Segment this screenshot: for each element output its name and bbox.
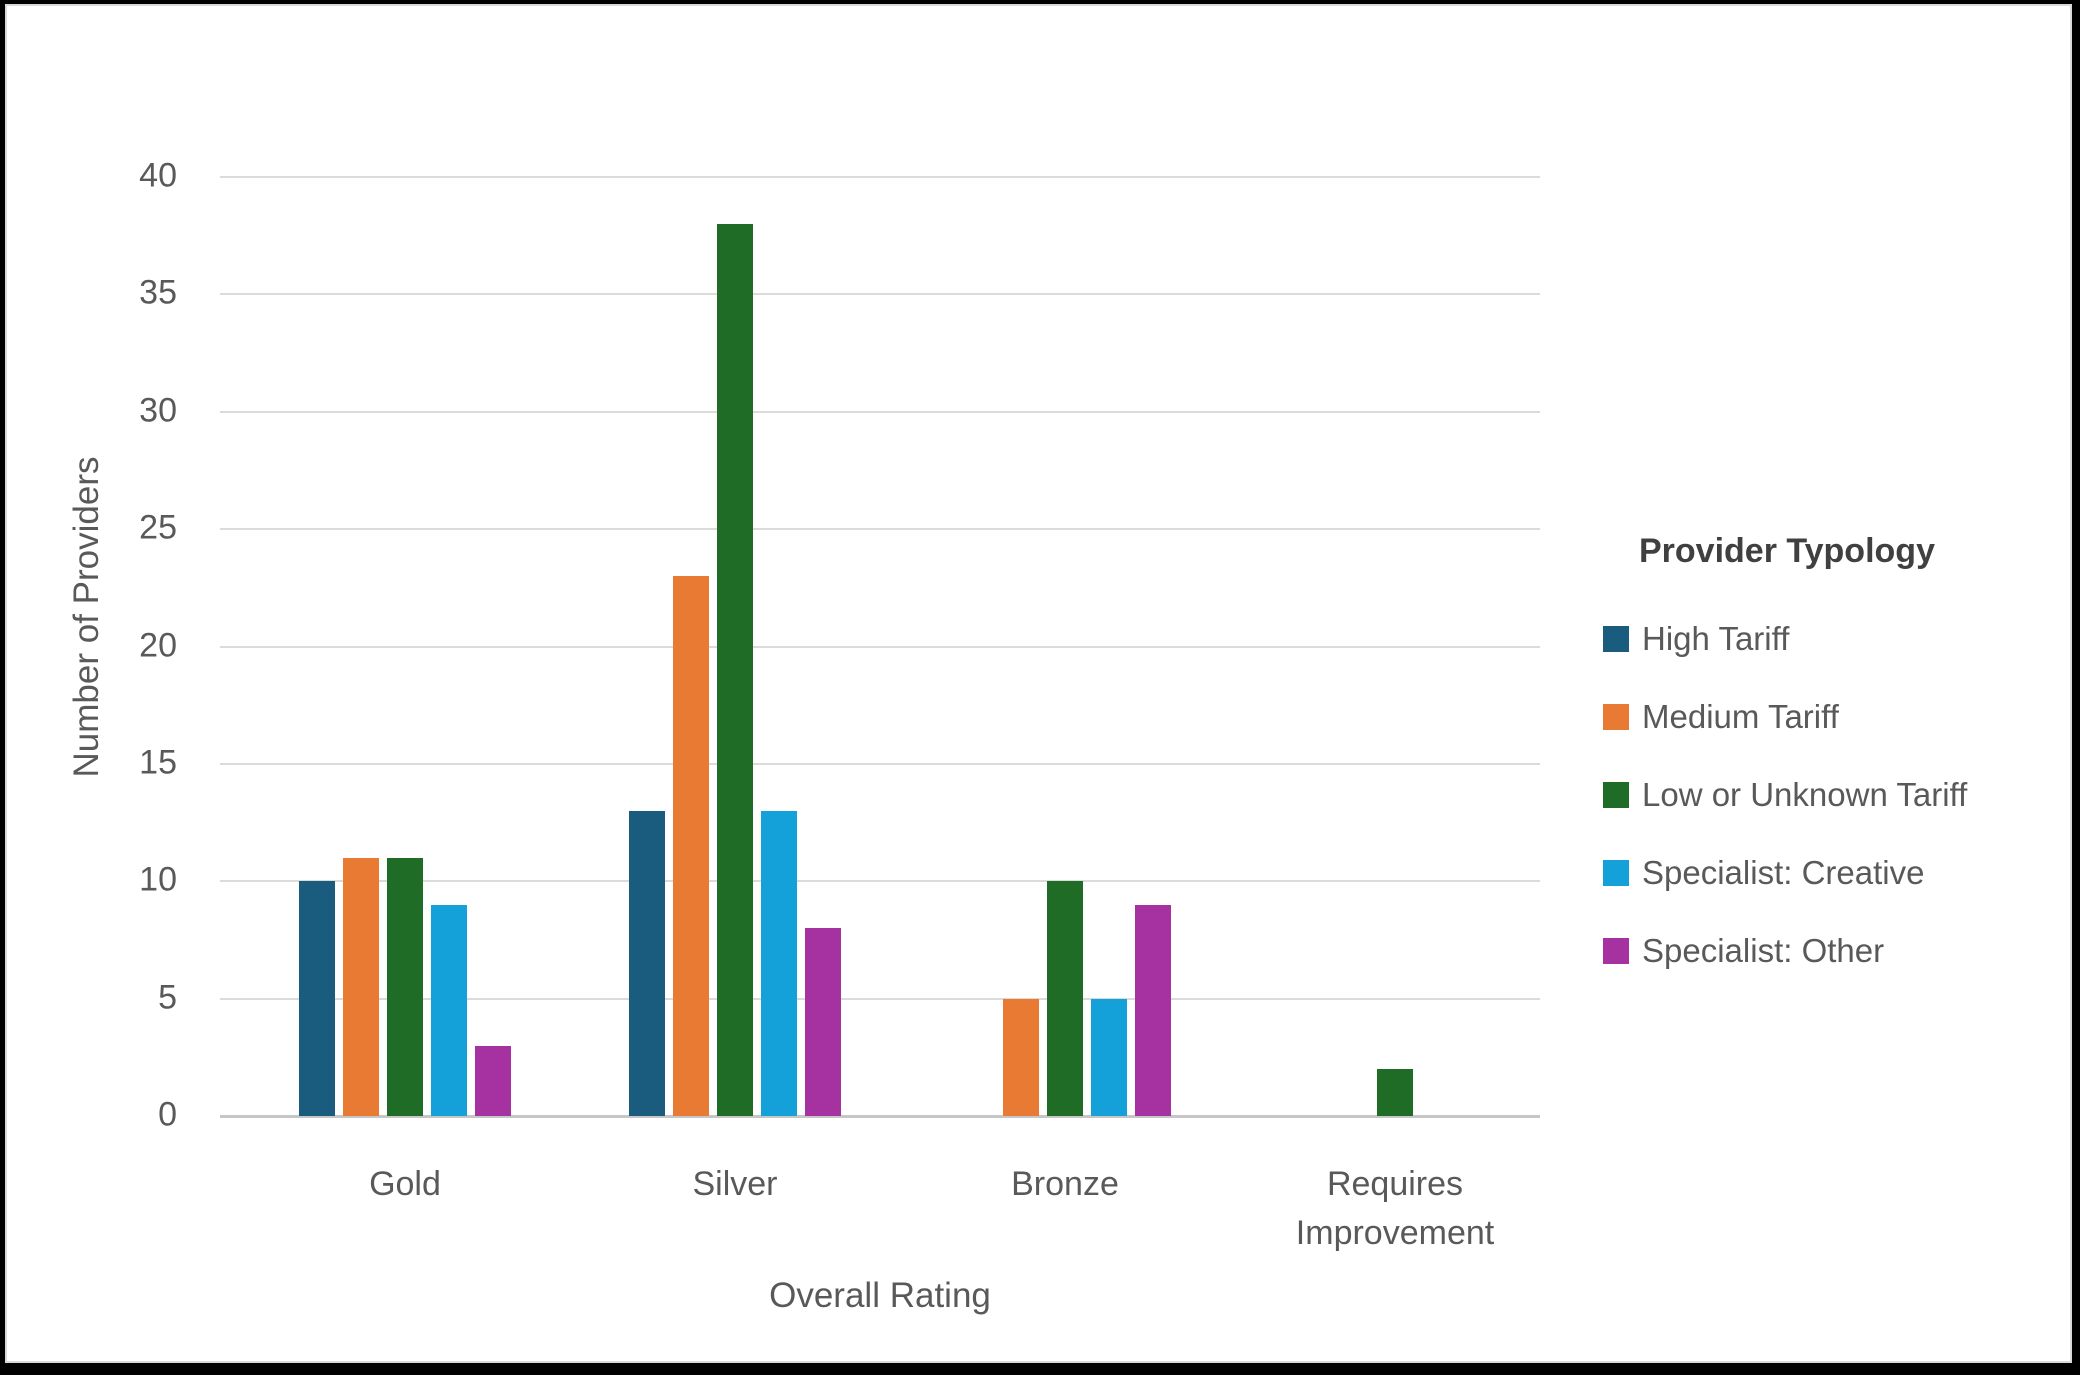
legend-label: Low or Unknown Tariff: [1642, 776, 1968, 813]
legend: Provider Typology High Tariff Medium Tari…: [1603, 532, 2063, 972]
gridline: [220, 293, 1540, 296]
legend-label: Medium Tariff: [1642, 698, 1839, 735]
bar-gold-specialist-creative: [431, 904, 467, 1116]
category-label: Gold: [369, 1165, 441, 1203]
bar-silver-high-tariff: [629, 810, 665, 1116]
bar-silver-medium-tariff: [673, 576, 709, 1116]
legend-item-specialist-creative: Specialist: Creative: [1603, 854, 1924, 892]
bar-silver-low-or-unknown-tariff: [717, 223, 753, 1116]
category-label: Bronze: [1011, 1165, 1119, 1203]
legend-swatch-icon: [1603, 704, 1629, 730]
y-tick-label: 10: [139, 860, 177, 899]
y-tick-label: 15: [139, 743, 177, 782]
gridline: [220, 762, 1540, 765]
gridline: [220, 528, 1540, 531]
legend-item-medium-tariff: Medium Tariff: [1603, 698, 1839, 736]
category-label: Silver: [692, 1165, 778, 1203]
y-axis-title: Number of Providers: [67, 456, 106, 777]
bar-gold-specialist-other: [475, 1045, 511, 1116]
legend-item-high-tariff: High Tariff: [1603, 620, 1789, 658]
bar-gold-high-tariff: [299, 881, 335, 1116]
legend-label: High Tariff: [1642, 620, 1790, 657]
bar-bronze-medium-tariff: [1003, 998, 1039, 1116]
x-axis-title: Overall Rating: [769, 1276, 991, 1315]
legend-swatch-icon: [1603, 782, 1629, 808]
legend-title: Provider Typology: [1639, 532, 1935, 570]
y-tick-label: 0: [158, 1095, 177, 1134]
legend-item-low-or-unknown-tariff: Low or Unknown Tariff: [1603, 776, 1967, 814]
y-tick-label: 20: [139, 626, 177, 665]
y-tick-label: 5: [158, 978, 177, 1017]
y-tick-label: 40: [139, 156, 177, 195]
legend-swatch-icon: [1603, 860, 1629, 886]
gridline: [220, 997, 1540, 1000]
bar-bronze-specialist-creative: [1091, 998, 1127, 1116]
gridline: [220, 645, 1540, 648]
bar-silver-specialist-creative: [761, 810, 797, 1116]
bar-bronze-low-or-unknown-tariff: [1047, 881, 1083, 1116]
legend-swatch-icon: [1603, 938, 1629, 964]
gridline: [220, 880, 1540, 883]
bar-bronze-specialist-other: [1135, 904, 1171, 1116]
bar-requires-improvement-low-or-unknown-tariff: [1377, 1069, 1413, 1116]
plot-area: [220, 176, 1540, 1118]
gridline: [220, 176, 1540, 178]
y-tick-label: 35: [139, 274, 177, 313]
bar-silver-specialist-other: [805, 928, 841, 1116]
legend-label: Specialist: Creative: [1642, 854, 1925, 891]
legend-label: Specialist: Other: [1642, 932, 1885, 969]
x-axis-line: [220, 1115, 1540, 1118]
category-label: Requires Improvement: [1295, 1165, 1495, 1253]
y-tick-label: 25: [139, 508, 177, 547]
legend-swatch-icon: [1603, 626, 1629, 652]
gridline: [220, 410, 1540, 413]
bar-gold-medium-tariff: [343, 857, 379, 1116]
legend-item-specialist-other: Specialist: Other: [1603, 932, 1884, 970]
y-tick-label: 30: [139, 391, 177, 430]
bar-gold-low-or-unknown-tariff: [387, 857, 423, 1116]
